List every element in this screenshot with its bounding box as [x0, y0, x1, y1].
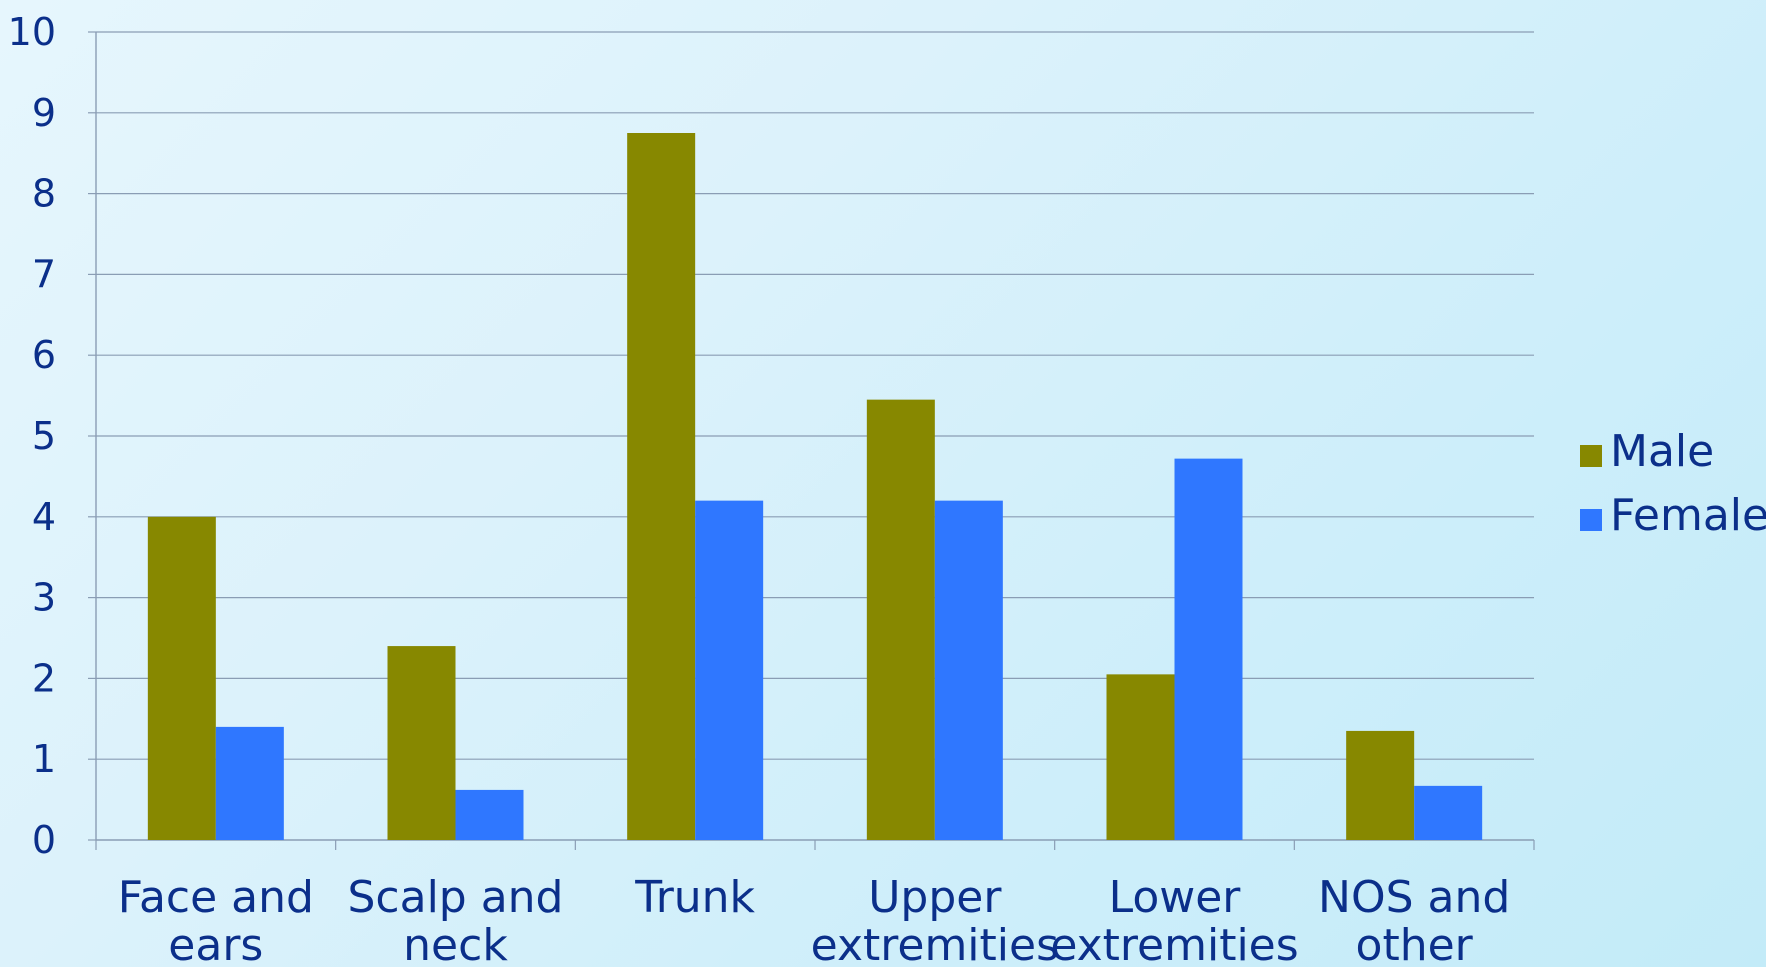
x-category-label: NOS and other — [1318, 872, 1510, 967]
x-category-label-line: Face and — [118, 872, 314, 923]
bar-male — [387, 646, 456, 840]
x-category-label-line: Lower — [1109, 872, 1242, 923]
y-tick-label: 7 — [32, 252, 56, 296]
y-tick-label: 3 — [32, 576, 56, 620]
x-category-label-line: ears — [168, 920, 263, 967]
bar-male — [627, 133, 696, 840]
bar-male — [866, 399, 935, 840]
bar-female — [215, 726, 284, 840]
x-category-label-line: Scalp and — [347, 872, 563, 923]
x-category-label-line: neck — [403, 920, 508, 967]
x-category-label-line: extremities — [811, 920, 1059, 967]
x-category-label-line: NOS and — [1318, 872, 1510, 923]
y-tick-label: 5 — [32, 414, 56, 458]
y-tick-label: 2 — [32, 656, 56, 700]
bar-male — [147, 516, 216, 840]
y-tick-label: 0 — [32, 818, 56, 862]
legend-swatch-male — [1580, 445, 1602, 467]
bar-male — [1106, 674, 1175, 840]
bar-female — [455, 789, 524, 840]
bar-female — [934, 500, 1003, 840]
x-category-label-line: other — [1356, 920, 1474, 967]
x-category-label-line: extremities — [1050, 920, 1298, 967]
x-category-label: Lower extremities — [1050, 872, 1298, 967]
x-category-label-line: Upper — [868, 872, 1002, 923]
x-category-label: Face and ears — [118, 872, 314, 967]
bar-female — [1414, 785, 1483, 840]
y-tick-label: 9 — [32, 91, 56, 135]
x-category-label: Upper extremities — [811, 872, 1059, 967]
y-tick-label: 6 — [32, 333, 56, 377]
y-tick-label: 4 — [32, 495, 56, 539]
bar-male — [1346, 730, 1415, 840]
x-category-label: Scalp and neck — [347, 872, 563, 967]
y-tick-label: 8 — [32, 172, 56, 216]
bar-female — [695, 500, 764, 840]
legend-swatch-female — [1580, 509, 1602, 531]
x-category-label-line: Trunk — [634, 872, 755, 923]
legend-label-female: Female — [1610, 490, 1766, 541]
y-tick-label: 10 — [8, 10, 56, 54]
y-tick-label: 1 — [32, 737, 56, 781]
bar-female — [1174, 458, 1243, 840]
x-category-label: Trunk — [634, 872, 755, 923]
legend-label-male: Male — [1610, 426, 1714, 477]
